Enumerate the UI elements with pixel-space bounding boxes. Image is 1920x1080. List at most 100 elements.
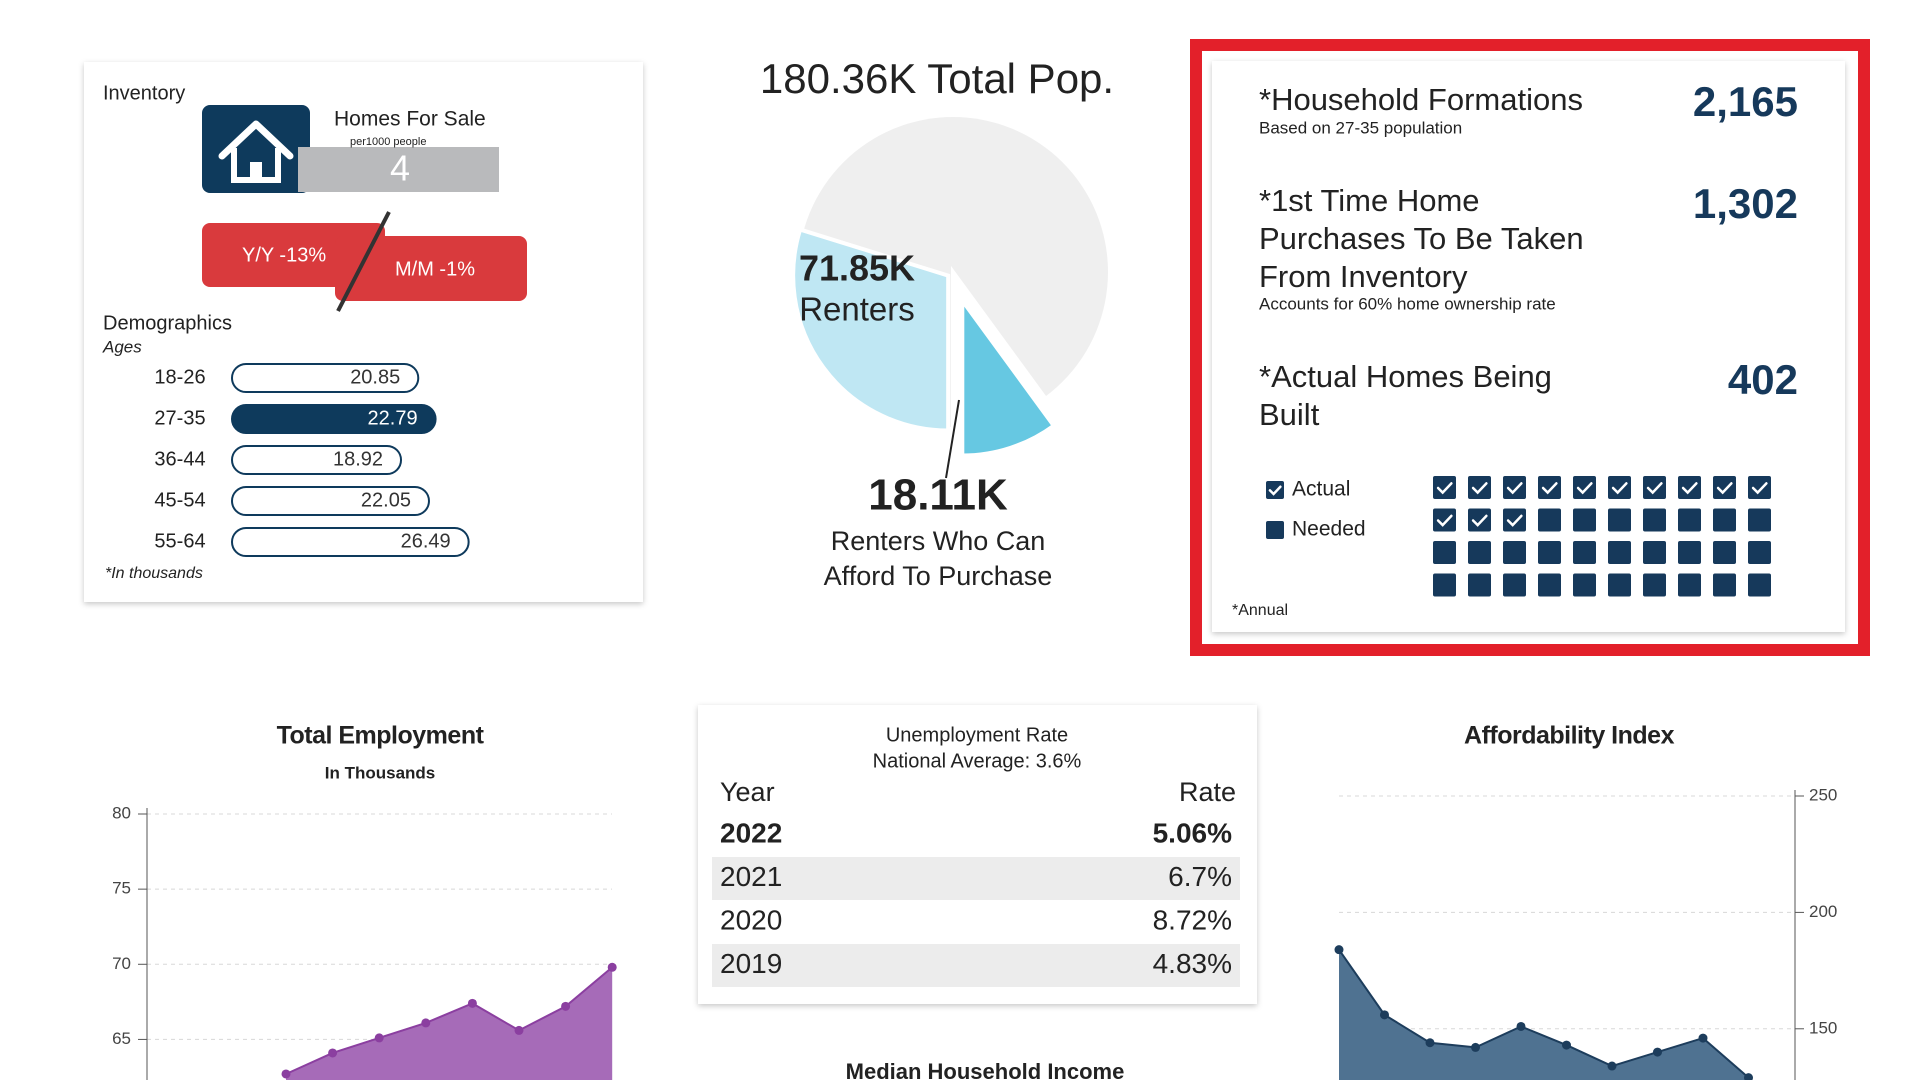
y-tick-label: 80 bbox=[112, 803, 131, 822]
table-title: Unemployment Rate bbox=[886, 724, 1068, 746]
point bbox=[1471, 1042, 1480, 1052]
homes-bar bbox=[298, 147, 499, 192]
waffle-cell bbox=[1608, 573, 1631, 597]
point bbox=[1698, 1033, 1708, 1043]
chart-title: Total Employment bbox=[277, 722, 485, 750]
waffle-cell bbox=[1608, 476, 1631, 499]
leader-line bbox=[945, 399, 960, 479]
metric-value: 1,302 bbox=[1693, 180, 1798, 227]
category-label: 55-64 bbox=[154, 530, 205, 552]
y-tick-label: 150 bbox=[1809, 1018, 1837, 1037]
footnote: *Annual bbox=[1232, 602, 1288, 619]
chart-note: *In thousands bbox=[105, 565, 203, 582]
waffle-cell bbox=[1433, 476, 1456, 499]
waffle-cell bbox=[1538, 476, 1561, 499]
point bbox=[1607, 1061, 1617, 1071]
column-header: Rate bbox=[1179, 777, 1236, 807]
point bbox=[1516, 1021, 1526, 1031]
waffle-cell bbox=[1468, 541, 1491, 564]
point bbox=[1425, 1038, 1435, 1048]
check-mark bbox=[1471, 482, 1488, 495]
metric-value: 402 bbox=[1728, 356, 1798, 403]
legend-swatch bbox=[1266, 521, 1284, 539]
waffle-cell bbox=[1433, 508, 1456, 532]
waffle-cell bbox=[1538, 573, 1561, 597]
line bbox=[285, 966, 613, 1075]
waffle-cell bbox=[1748, 573, 1771, 597]
bar bbox=[231, 486, 430, 516]
check-mark bbox=[1646, 482, 1663, 495]
value-label: 26.49 bbox=[401, 530, 451, 552]
point bbox=[1653, 1047, 1662, 1057]
cell: 2021 bbox=[720, 861, 782, 892]
waffle-cell bbox=[1713, 541, 1736, 564]
legend-label: Actual bbox=[1292, 478, 1350, 501]
waffle-cell bbox=[1433, 573, 1456, 597]
waffle-cell bbox=[1433, 541, 1456, 564]
point bbox=[607, 962, 617, 972]
homes-value: 4 bbox=[390, 148, 410, 189]
waffle-cell bbox=[1748, 476, 1771, 499]
waffle-cell bbox=[1713, 476, 1736, 499]
cell: 5.06% bbox=[1153, 817, 1232, 848]
row-stripe bbox=[712, 944, 1240, 987]
value-label: 20.85 bbox=[350, 366, 400, 388]
waffle-cell bbox=[1678, 508, 1701, 532]
waffle-cell bbox=[1503, 476, 1526, 499]
waffle-cell bbox=[1503, 541, 1526, 564]
waffle-cell bbox=[1748, 541, 1771, 564]
value-label: 18.92 bbox=[333, 448, 383, 470]
category-label: 45-54 bbox=[154, 489, 205, 511]
slice-value-label: 71.85K bbox=[799, 248, 915, 289]
waffle-cell bbox=[1643, 573, 1666, 597]
waffle-cell bbox=[1573, 541, 1596, 564]
point bbox=[561, 1001, 571, 1011]
metric-value: 2,165 bbox=[1693, 78, 1798, 125]
waffle-cell bbox=[1713, 508, 1736, 532]
homes-label: Homes For Sale bbox=[334, 108, 486, 131]
waffle-cell bbox=[1678, 541, 1701, 564]
mom-label: M/M -1% bbox=[395, 258, 475, 280]
check-mark bbox=[1471, 514, 1488, 527]
pie-slice bbox=[791, 227, 951, 433]
waffle-cell bbox=[1643, 541, 1666, 564]
cell: 4.83% bbox=[1153, 948, 1232, 979]
check-mark bbox=[1268, 485, 1282, 496]
waffle-cell bbox=[1608, 541, 1631, 564]
bar bbox=[231, 363, 420, 393]
y-tick-label: 65 bbox=[112, 1029, 131, 1048]
category-label: 27-35 bbox=[154, 407, 205, 429]
point bbox=[281, 1069, 291, 1079]
chart-title: Median Household Income bbox=[846, 1059, 1125, 1080]
waffle-cell bbox=[1468, 508, 1491, 532]
y-tick-label: 200 bbox=[1809, 902, 1837, 921]
waffle-cell bbox=[1573, 476, 1596, 499]
waffle-cell bbox=[1468, 573, 1491, 597]
chart-subtitle: In Thousands bbox=[325, 763, 436, 782]
pie-slice bbox=[960, 294, 1057, 458]
bar bbox=[231, 445, 403, 475]
household-card bbox=[1212, 61, 1845, 632]
waffle-cell bbox=[1538, 541, 1561, 564]
point bbox=[1744, 1073, 1753, 1080]
cell: 2022 bbox=[720, 817, 782, 848]
value-label: 22.79 bbox=[368, 407, 418, 429]
point bbox=[1334, 945, 1344, 955]
point bbox=[328, 1048, 338, 1058]
bar bbox=[231, 404, 437, 434]
check-mark bbox=[1541, 482, 1558, 495]
check-mark bbox=[1611, 482, 1628, 495]
yoy-label: Y/Y -13% bbox=[242, 244, 326, 266]
point bbox=[374, 1033, 384, 1043]
cell: 2019 bbox=[720, 948, 782, 979]
point bbox=[421, 1018, 431, 1028]
waffle-cell bbox=[1573, 508, 1596, 532]
check-mark bbox=[1506, 482, 1523, 495]
line bbox=[1338, 949, 1750, 1079]
metric-note: Based on 27-35 population bbox=[1259, 118, 1462, 137]
waffle-cell bbox=[1748, 508, 1771, 532]
waffle-cell bbox=[1643, 476, 1666, 499]
check-mark bbox=[1751, 482, 1768, 495]
